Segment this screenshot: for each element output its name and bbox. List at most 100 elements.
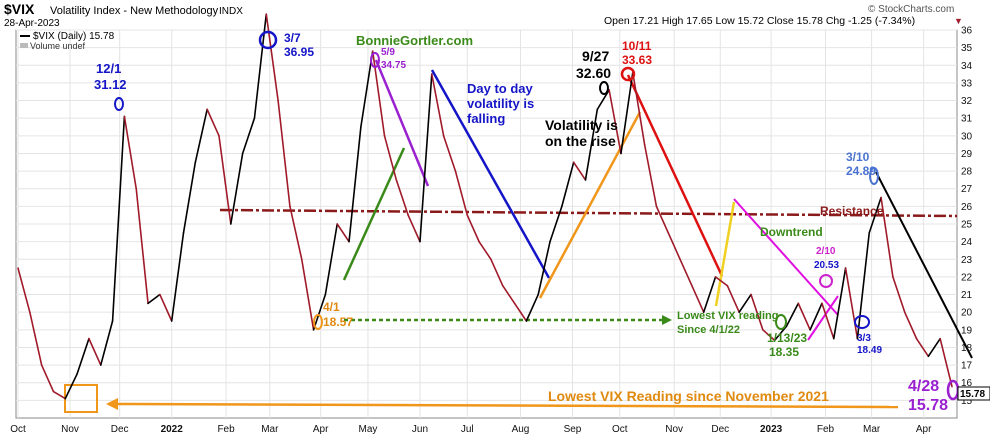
price-segment [430,73,445,137]
annotation-4-28-date: 4/28 [908,378,939,395]
rise-orange-line [538,111,642,299]
price-segment [691,284,705,313]
x-tick-label: 2023 [760,424,783,435]
lowest-since-nov-line [117,402,899,409]
price-segment [99,320,114,366]
y-tick-label: 36 [961,26,973,37]
price-segment [17,267,31,313]
annotation-3-3-value: 18.49 [857,345,882,356]
price-segment [490,258,504,287]
x-tick-label: Sep [564,424,582,435]
downtrend-blue-line [430,69,551,279]
x-tick-label: Mar [863,424,881,435]
x-tick-label: Oct [10,424,26,435]
price-segment [135,187,149,305]
price-segment [111,115,126,322]
price-segment [525,293,540,322]
price-segment [336,223,350,243]
price-segment [537,240,551,296]
price-segment [383,135,398,181]
price-segment [442,135,457,172]
price-segment [29,311,43,366]
x-tick-label: Jul [461,424,474,435]
y-tick-label: 26 [961,202,973,213]
price-segment [903,311,918,340]
price-segment [218,135,232,225]
annotation-1-13-23-date: 1/13/23 [767,331,807,345]
price-segment [892,276,906,313]
price-segment [454,170,469,216]
change-down-icon: ▼ [954,16,963,26]
y-tick-label: 35 [961,43,973,54]
annotation-downtrend: Downtrend [760,225,823,239]
price-segment [773,325,788,342]
price-segment [478,240,492,261]
price-segment [608,89,622,155]
price-segment [123,115,138,190]
price-segment [147,293,161,305]
annotation-resistance: Resistance [820,204,884,218]
downtrend-black-line [875,171,973,359]
price-segment [561,161,575,208]
annotation-falling-line2: volatility is [467,96,534,111]
price-segment [419,73,433,243]
price-segment [206,108,220,137]
price-segment [501,284,516,305]
x-tick-label: Dec [111,424,129,435]
x-tick-label: 2022 [161,424,184,435]
annotation-rise-line2: on the rise [545,133,616,149]
price-segment [253,13,268,119]
annotation-12-1-date: 12/1 [96,61,121,76]
x-axis: Oct Nov Dec 2022 Feb Mar Apr May Jun Jul Aug Sep Oct… [10,424,932,435]
marker-5-9 [370,52,380,68]
grid [16,29,957,418]
annotation-5-9-value: 34.75 [381,60,406,71]
price-segment [194,108,208,164]
x-tick-label: Jun [412,424,428,435]
downtrend-red-line [626,74,724,277]
price-segment [797,302,811,331]
x-tick-label: Oct [612,424,628,435]
price-segment [667,232,681,261]
orange-arrow-icon [106,398,118,410]
y-tick-label: 28 [961,167,973,178]
price-segment [348,126,362,243]
price-segment [939,337,953,388]
x-tick-label: Apr [313,424,329,435]
price-segment [750,293,764,331]
price-segment [702,276,717,313]
y-tick-label: 20 [961,308,973,319]
y-tick-label: 17 [961,361,973,372]
marker-10-11 [620,66,636,82]
annotation-4-28-value: 15.78 [908,397,948,414]
annotation-4-1-date: 4/1 [323,300,340,314]
annotation-4-1-value: 18.57 [323,315,353,329]
annotation-1-13-23-value: 18.35 [769,345,799,359]
annotation-lowest-since-apr-line2: Since 4/1/22 [677,324,740,336]
x-tick-label: Aug [512,424,530,435]
x-tick-label: May [359,424,378,435]
symbol: $VIX [4,1,35,17]
price-segment [324,223,339,296]
marker-3-7 [258,30,278,50]
legend-volume-icon [20,43,28,48]
annotation-lowest-since-apr-line1: Lowest VIX reading [677,310,778,322]
chart-date: 28-Apr-2023 [4,18,60,29]
downtrend-purple-line [374,59,430,187]
price-segment [52,390,67,400]
annotation-2-10-date: 2/10 [816,246,836,257]
ohlc-readout: Open 17.21 High 17.65 Low 15.72 Close 15… [604,15,915,27]
annotation-5-9-date: 5/9 [381,47,395,58]
marker-12-1 [114,97,124,111]
y-tick-label: 18 [961,343,973,354]
price-segment [762,329,776,342]
price-segment [844,267,859,340]
y-tick-label: 21 [961,290,973,301]
price-segment [726,284,740,313]
downtrend-magenta-line [733,198,839,316]
legend-series: $VIX (Daily) 15.78 [33,31,115,42]
price-segment [76,337,90,375]
price-segment [572,161,587,181]
marker-1-13-23 [775,314,787,330]
yellow-rise-line [714,201,736,307]
